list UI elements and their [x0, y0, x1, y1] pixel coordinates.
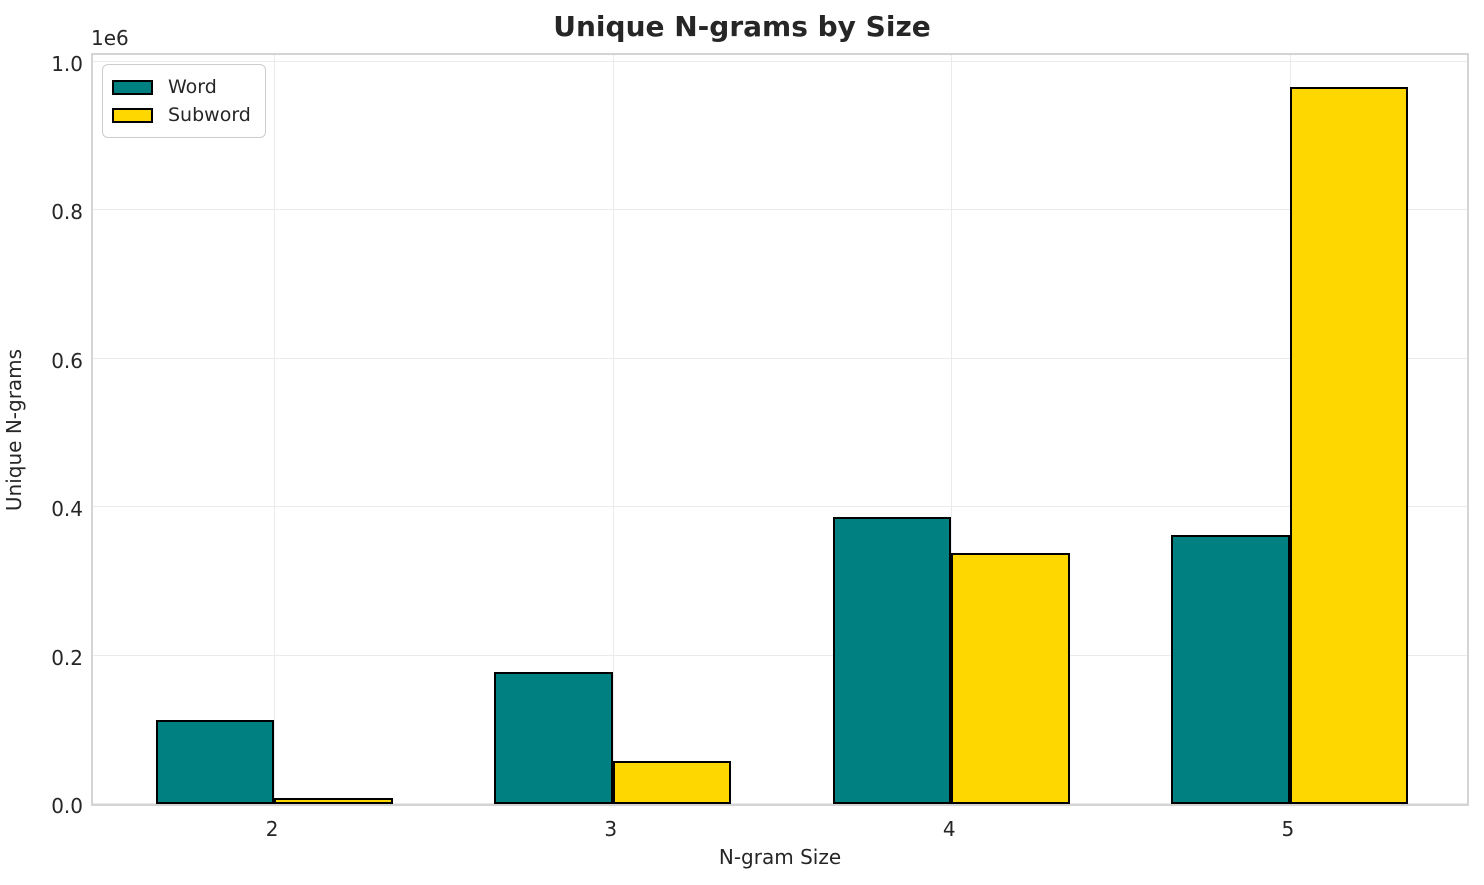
- x-tick-label-3: 3: [604, 817, 618, 841]
- y-tick-label-1.0: 1.0: [51, 51, 83, 76]
- y-tick-label-0.6: 0.6: [51, 348, 83, 373]
- h-gridline-0.8: [93, 209, 1467, 211]
- bar-subword-n5: [1289, 86, 1409, 804]
- legend-item-subword: Subword: [112, 101, 251, 129]
- h-gridline-0.0: [93, 803, 1467, 804]
- plot-area: [91, 53, 1469, 806]
- bar-word-n4: [832, 516, 952, 804]
- bar-subword-n2: [274, 798, 393, 804]
- chart-title: Unique N-grams by Size: [553, 10, 931, 43]
- h-gridline-1.0: [93, 60, 1467, 62]
- x-axis-label: N-gram Size: [718, 845, 842, 869]
- y-tick-label-0.4: 0.4: [51, 497, 83, 522]
- v-gridline-2: [274, 55, 276, 804]
- legend: Word Subword: [102, 64, 266, 138]
- bar-subword-n4: [951, 553, 1070, 804]
- x-tick-label-2: 2: [265, 817, 279, 841]
- y-tick-label-0.8: 0.8: [51, 200, 83, 225]
- x-tick-label-5: 5: [1281, 817, 1295, 841]
- bar-subword-n3: [612, 760, 732, 804]
- h-gridline-0.2: [93, 654, 1467, 656]
- v-gridline-4: [951, 55, 953, 804]
- legend-label-word: Word: [168, 76, 217, 98]
- y-tick-label-0.2: 0.2: [51, 645, 83, 670]
- bar-word-n3: [494, 671, 613, 804]
- y-tick-label-0.0: 0.0: [51, 794, 83, 818]
- legend-swatch-subword: [112, 107, 153, 123]
- legend-swatch-word: [112, 79, 153, 95]
- h-gridline-0.4: [93, 506, 1467, 508]
- legend-item-word: Word: [112, 73, 251, 101]
- v-gridline-3: [612, 55, 614, 804]
- bar-word-n2: [155, 720, 275, 804]
- legend-label-subword: Subword: [168, 104, 251, 126]
- h-gridline-0.6: [93, 357, 1467, 359]
- y-axis-label: Unique N-grams: [2, 348, 26, 512]
- y-axis-offset-text: 1e6: [91, 26, 129, 50]
- x-tick-label-4: 4: [942, 817, 956, 841]
- bar-word-n5: [1171, 534, 1290, 804]
